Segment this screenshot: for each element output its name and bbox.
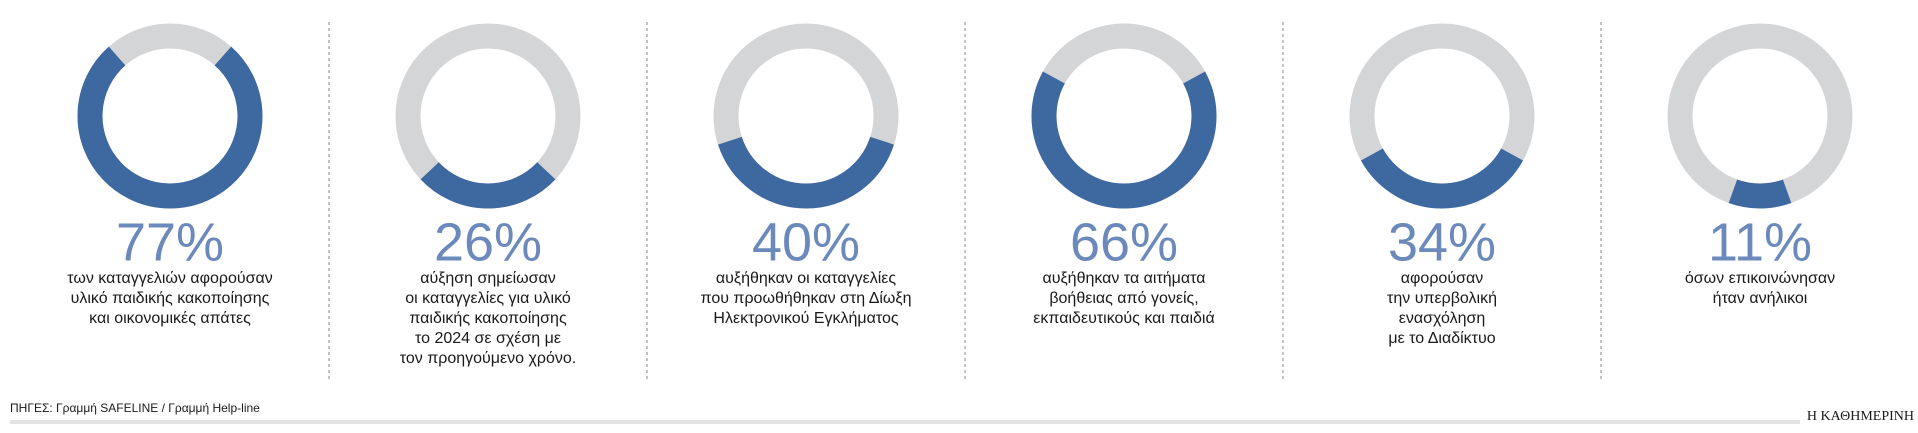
caption-line: οι καταγγελίες για υλικό — [405, 290, 571, 307]
donut-arc — [77, 46, 263, 209]
caption-line: αυξήθηκαν οι καταγγελίες — [716, 270, 896, 287]
caption-line: παιδικής κακοποίησης — [409, 310, 567, 327]
percent-label: 40% — [752, 212, 860, 272]
percent-label: 66% — [1070, 212, 1178, 272]
caption-line: που προωθήθηκαν στη Δίωξη — [701, 290, 912, 307]
caption-line: υλικό παιδικής κακοποίησης — [71, 290, 270, 307]
donut-arc — [1031, 71, 1217, 209]
percent-label: 34% — [1388, 212, 1496, 272]
caption-line: με το Διαδίκτυο — [1388, 330, 1495, 347]
caption-line: και οικονομικές απάτες — [89, 310, 251, 327]
donut-track — [1667, 23, 1853, 209]
caption-line: αύξηση σημείωσαν — [420, 270, 556, 287]
caption-line: την υπερβολική — [1387, 290, 1497, 307]
caption-line: αυξήθηκαν τα αιτήματα — [1043, 270, 1206, 287]
caption-line: Ηλεκτρονικού Εγκλήματος — [713, 310, 898, 327]
caption-line: το 2024 σε σχέση με — [415, 330, 561, 347]
source-note: ΠΗΓΕΣ: Γραμμή SAFELINE / Γραμμή Help-lin… — [10, 401, 260, 415]
percent-label: 77% — [116, 212, 224, 272]
caption-line: ενασχόληση — [1399, 310, 1486, 327]
donut-arc — [718, 136, 894, 209]
caption-line: εκπαιδευτικούς και παιδιά — [1033, 310, 1214, 327]
caption-line: βοήθειας από γονείς, — [1049, 290, 1198, 307]
caption-line: αφορούσαν — [1401, 270, 1483, 287]
caption-line: όσων επικοινώνησαν — [1685, 270, 1835, 287]
donut-arc — [1360, 148, 1524, 209]
brand: Η ΚΑΘΗΜΕΡΙΝΗ — [1807, 409, 1914, 424]
donut-arc — [1728, 179, 1792, 209]
percent-label: 11% — [1708, 212, 1812, 272]
donut-arc — [420, 161, 556, 209]
caption-line: τον προηγούμενο χρόνο. — [400, 350, 576, 367]
caption-line: ήταν ανήλικοι — [1713, 290, 1808, 307]
caption-line: των καταγγελιών αφορούσαν — [67, 270, 272, 287]
percent-label: 26% — [434, 212, 542, 272]
